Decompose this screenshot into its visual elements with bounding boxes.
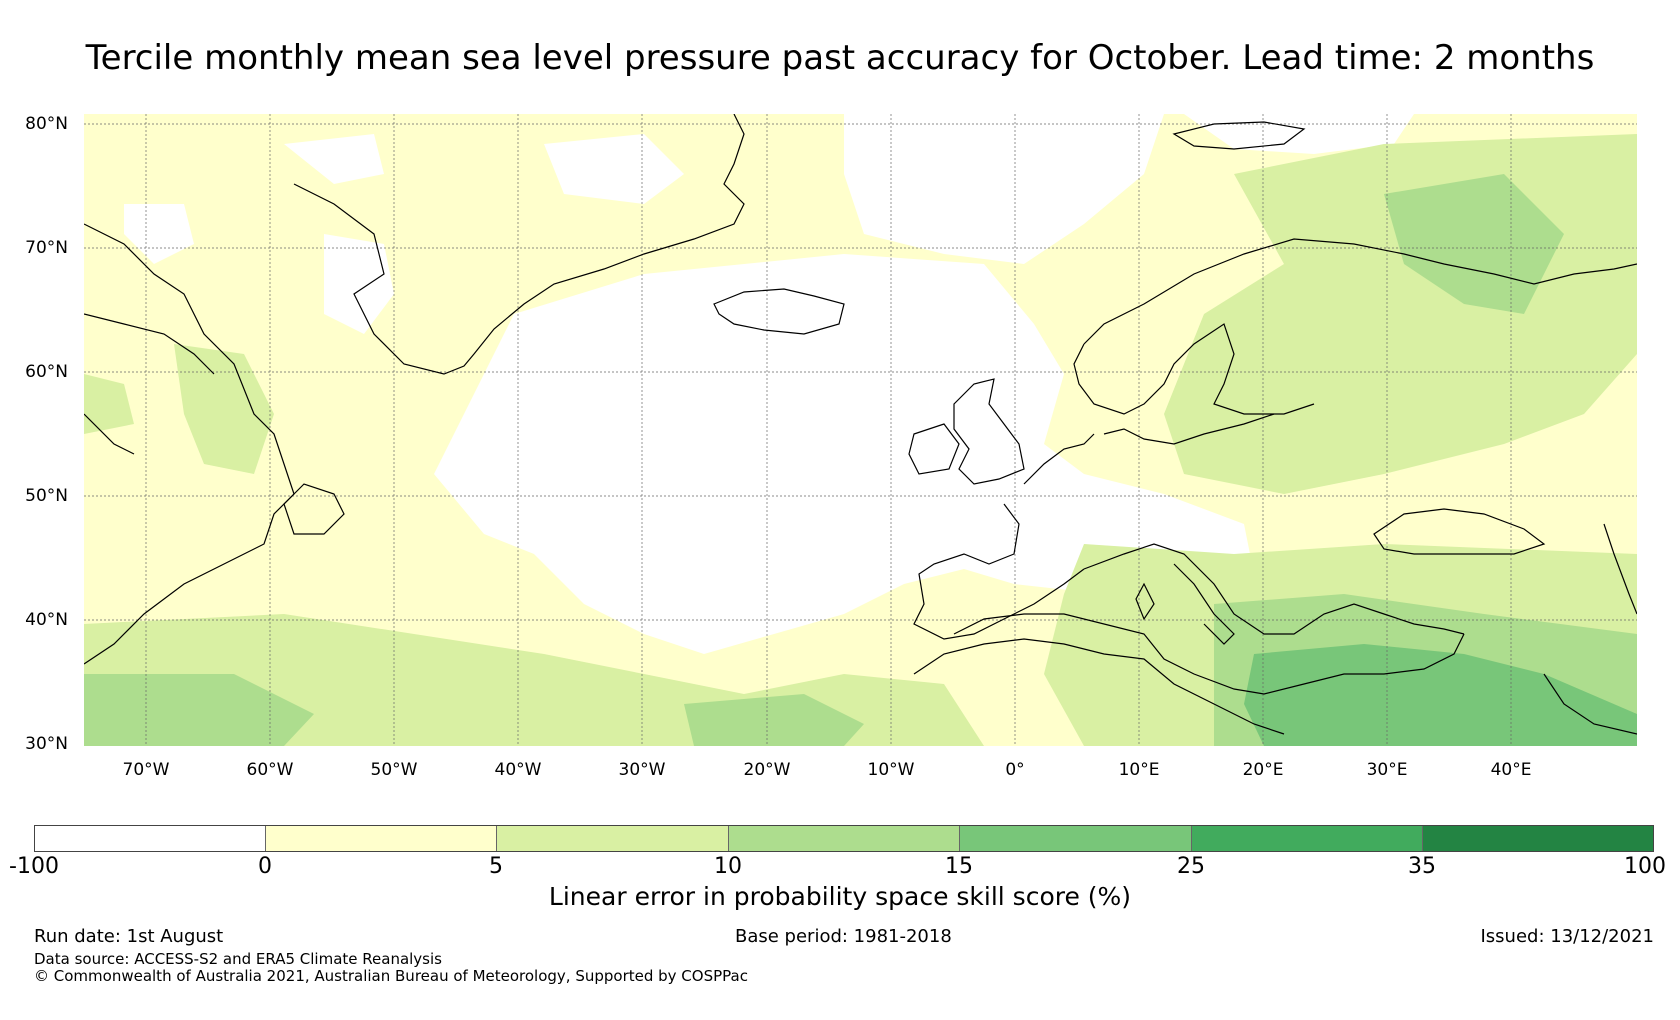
- base-period: Base period: 1981-2018: [735, 926, 952, 947]
- lon-label-10w: 10°W: [867, 760, 915, 780]
- lon-label-60w: 60°W: [246, 760, 294, 780]
- skill-map: [84, 114, 1637, 746]
- lon-label-20w: 20°W: [743, 760, 791, 780]
- colorbar-seg-10-15: [729, 826, 960, 851]
- lon-label-50w: 50°W: [370, 760, 418, 780]
- lon-label-30w: 30°W: [618, 760, 666, 780]
- colorbar-tick: 10: [714, 854, 742, 879]
- colorbar-tick: 25: [1177, 854, 1205, 879]
- lat-label-30n: 30°N: [25, 734, 68, 754]
- skill-field-negative: [124, 114, 1414, 654]
- lat-label-70n: 70°N: [25, 238, 68, 258]
- coastlines: [84, 114, 1637, 735]
- colorbar-seg-5-10: [497, 826, 729, 851]
- page-title: Tercile monthly mean sea level pressure …: [85, 38, 1595, 78]
- lon-label-20e: 20°E: [1242, 760, 1284, 780]
- skill-field-15-25: [1244, 644, 1637, 746]
- lat-label-60n: 60°N: [25, 362, 68, 382]
- colorbar-tick: 15: [945, 854, 973, 879]
- colorbar-seg-35-100: [1423, 826, 1653, 851]
- lon-label-10e: 10°E: [1118, 760, 1160, 780]
- colorbar-seg-0-5: [266, 826, 497, 851]
- colorbar: [34, 825, 1654, 852]
- colorbar-tick: 100: [1624, 854, 1666, 879]
- lon-label-40e: 40°E: [1490, 760, 1532, 780]
- colorbar-seg-25-35: [1192, 826, 1423, 851]
- lon-label-40w: 40°W: [494, 760, 542, 780]
- colorbar-tick: 35: [1408, 854, 1436, 879]
- lon-label-0: 0°: [1005, 760, 1025, 780]
- lon-label-30e: 30°E: [1366, 760, 1408, 780]
- lat-label-50n: 50°N: [25, 486, 68, 506]
- colorbar-tick: -100: [9, 854, 59, 879]
- data-source: Data source: ACCESS-S2 and ERA5 Climate …: [34, 950, 442, 968]
- colorbar-tick: 0: [258, 854, 272, 879]
- colorbar-label: Linear error in probability space skill …: [548, 882, 1132, 911]
- colorbar-tick: 5: [489, 854, 503, 879]
- copyright: © Commonwealth of Australia 2021, Austra…: [34, 967, 748, 985]
- colorbar-seg-15-25: [960, 826, 1192, 851]
- run-date: Run date: 1st August: [34, 926, 224, 947]
- lat-label-40n: 40°N: [25, 610, 68, 630]
- lon-label-70w: 70°W: [122, 760, 170, 780]
- issued-date: Issued: 13/12/2021: [1480, 926, 1654, 947]
- gridlines: [84, 114, 1637, 746]
- colorbar-seg-neg: [35, 826, 266, 851]
- lat-label-80n: 80°N: [25, 114, 68, 134]
